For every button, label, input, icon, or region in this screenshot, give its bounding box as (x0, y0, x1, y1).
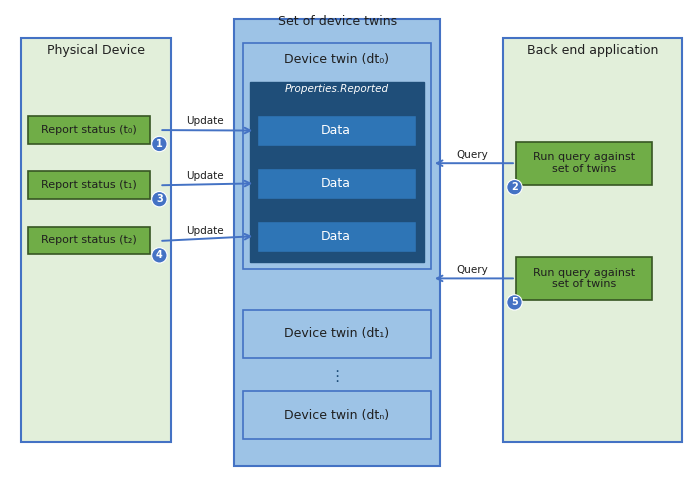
Text: Update: Update (186, 226, 224, 236)
Text: Run query against
set of twins: Run query against set of twins (533, 153, 635, 174)
FancyBboxPatch shape (503, 38, 682, 442)
FancyBboxPatch shape (28, 227, 150, 254)
FancyBboxPatch shape (21, 38, 171, 442)
Text: Data: Data (322, 124, 351, 137)
Text: 4: 4 (156, 251, 163, 260)
Ellipse shape (152, 136, 167, 152)
FancyBboxPatch shape (28, 171, 150, 199)
Text: Physical Device: Physical Device (47, 44, 145, 57)
Text: Data: Data (322, 230, 351, 243)
FancyBboxPatch shape (243, 310, 431, 358)
Text: Report status (t₁): Report status (t₁) (41, 180, 137, 190)
Text: 1: 1 (156, 139, 163, 149)
Ellipse shape (507, 180, 522, 195)
FancyBboxPatch shape (516, 142, 652, 185)
Text: Report status (t₂): Report status (t₂) (41, 236, 137, 245)
Text: 5: 5 (511, 298, 518, 307)
Text: Query: Query (456, 150, 489, 160)
FancyBboxPatch shape (250, 82, 424, 262)
Text: Run query against
set of twins: Run query against set of twins (533, 268, 635, 289)
Text: ⋮: ⋮ (330, 369, 345, 384)
Text: Query: Query (456, 265, 489, 275)
FancyBboxPatch shape (257, 221, 416, 252)
Text: Data: Data (322, 177, 351, 190)
FancyBboxPatch shape (243, 391, 431, 439)
Ellipse shape (152, 248, 167, 263)
Text: Update: Update (186, 171, 224, 181)
Text: 2: 2 (511, 182, 518, 192)
Text: Properties.Reported: Properties.Reported (285, 84, 389, 94)
FancyBboxPatch shape (28, 116, 150, 144)
Text: Update: Update (186, 116, 224, 126)
FancyBboxPatch shape (257, 115, 416, 146)
FancyBboxPatch shape (516, 257, 652, 300)
Ellipse shape (152, 192, 167, 207)
Ellipse shape (507, 295, 522, 310)
Text: Set of device twins: Set of device twins (278, 15, 397, 28)
Text: 3: 3 (156, 194, 163, 204)
FancyBboxPatch shape (243, 43, 431, 269)
Text: Device twin (dtₙ): Device twin (dtₙ) (284, 408, 389, 422)
Text: Device twin (dt₀): Device twin (dt₀) (284, 53, 389, 67)
Text: Back end application: Back end application (527, 44, 658, 57)
Text: Device twin (dt₁): Device twin (dt₁) (284, 327, 389, 340)
Text: Report status (t₀): Report status (t₀) (41, 125, 137, 135)
FancyBboxPatch shape (257, 168, 416, 199)
FancyBboxPatch shape (234, 19, 440, 466)
